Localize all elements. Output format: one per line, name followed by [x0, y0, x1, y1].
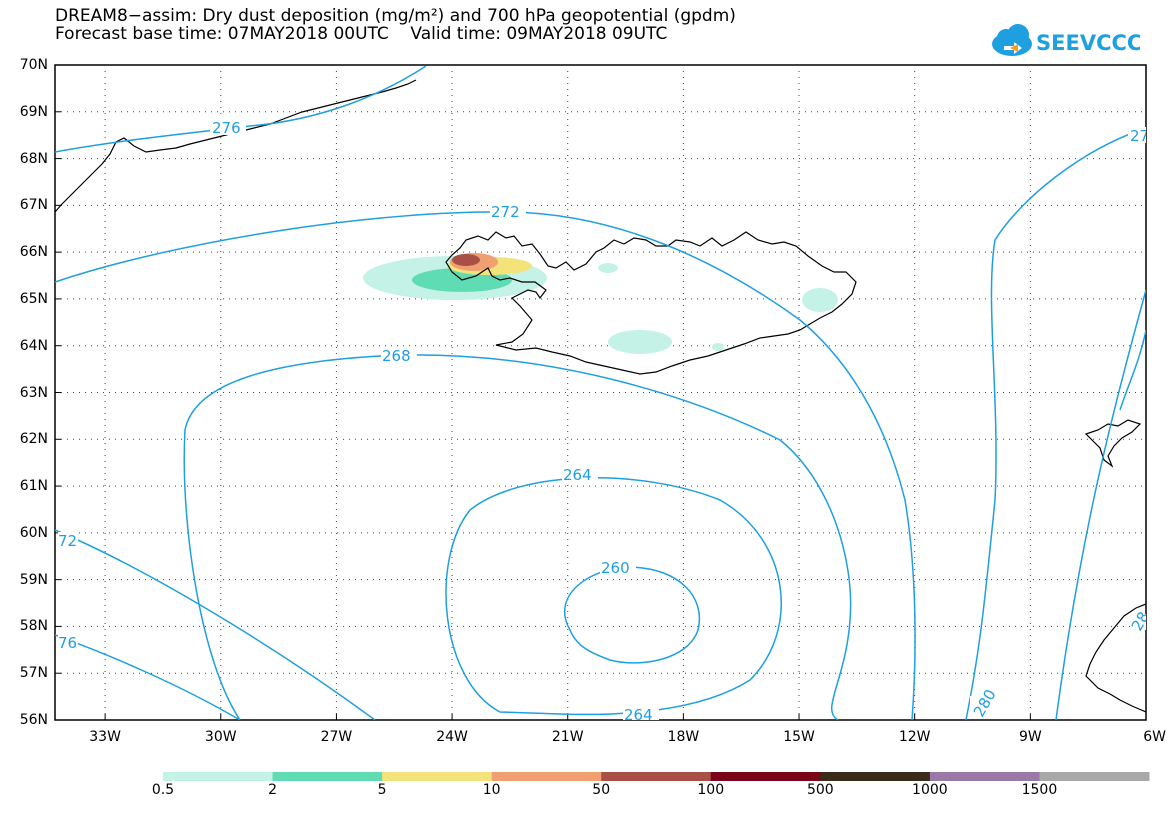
contour-272-southwest: [55, 529, 376, 720]
dust-area-brown: [452, 254, 480, 266]
map-title: DREAM8−assim: Dry dust deposition (mg/m²…: [55, 6, 736, 26]
lon-tick-label: 12W: [898, 729, 931, 745]
scotland-coastline: [1085, 603, 1146, 713]
logo-text: SEEVCCC: [1036, 31, 1140, 55]
contour-264: [445, 477, 782, 716]
geopotential-contours: [55, 65, 1146, 720]
lon-tick-label: 9W: [1018, 729, 1042, 745]
colorbar-label: 2: [268, 782, 277, 798]
lon-tick-label: 24W: [436, 729, 468, 745]
cloud-icon: [992, 24, 1032, 56]
lon-tick-label: 21W: [551, 729, 584, 745]
lat-tick-label: 65N: [19, 290, 48, 307]
lat-tick-label: 56N: [19, 712, 48, 728]
lat-tick-label: 61N: [19, 478, 48, 495]
lat-tick-label: 59N: [19, 571, 48, 588]
map-subtitle: Forecast base time: 07MAY2018 00UTC Vali…: [55, 24, 668, 44]
contour-label-264-top: 264: [563, 466, 592, 484]
contour-280-east: [1055, 289, 1146, 720]
lat-tick-label: 69N: [19, 103, 48, 120]
dust-area-light-5: [712, 343, 724, 351]
iceland-coastline: [445, 231, 857, 375]
dust-area-light-3: [802, 288, 838, 312]
contour-268: [183, 354, 852, 720]
colorbar-label: 0.5: [151, 782, 175, 798]
contour-label-260: 260: [601, 559, 630, 577]
contour-label-276-east: 27: [1130, 127, 1149, 145]
lat-tick-label: 57N: [19, 665, 48, 682]
dust-deposition-field: [363, 253, 838, 354]
lon-tick-label: 18W: [667, 729, 700, 745]
contour-280-corner: [1119, 329, 1146, 411]
lon-tick-label: 27W: [320, 729, 353, 745]
lat-tick-label: 70N: [19, 57, 48, 73]
colorbar-label: 100: [697, 782, 725, 798]
colorbar-label: 50: [592, 782, 611, 798]
lat-tick-label: 67N: [19, 197, 48, 214]
contour-260: [563, 566, 701, 664]
dust-area-light-2: [608, 330, 672, 354]
map-gridlines: [55, 64, 1147, 721]
colorbar-label: 10: [482, 782, 501, 798]
contour-label-272-north: 272: [491, 203, 520, 221]
colorbar-label: 5: [377, 782, 387, 798]
lat-tick-label: 58N: [19, 618, 48, 635]
lat-tick-label: 60N: [19, 524, 48, 541]
lon-tick-label: 33W: [89, 729, 121, 745]
colorbar-label: 1000: [912, 782, 948, 798]
lat-tick-label: 62N: [19, 431, 48, 448]
map-frame: [54, 64, 1147, 721]
lat-tick-label: 66N: [19, 244, 48, 261]
lon-tick-label: 15W: [783, 729, 815, 745]
contour-276-greenland: [55, 65, 427, 153]
contour-276-east: [965, 127, 1146, 720]
lat-tick-label: 63N: [19, 384, 48, 401]
contour-labels: 276 272 268 264 260 264 72 76 280 27 28: [58, 119, 1149, 724]
colorbar-label: 500: [806, 782, 834, 798]
contour-272-north: [55, 211, 916, 720]
contour-label-264-bottom: 264: [624, 706, 653, 724]
contour-label-276-greenland: 276: [212, 119, 241, 137]
lon-tick-label: 6W: [1143, 729, 1166, 745]
dust-area-light-4: [598, 263, 618, 273]
contour-label-268: 268: [382, 347, 411, 365]
seevccc-logo: SEEVCCC: [992, 24, 1140, 56]
colorbar-label: 1500: [1021, 782, 1058, 798]
contour-label-272-southwest: 72: [58, 532, 77, 550]
lat-tick-label: 68N: [19, 150, 48, 167]
contour-label-276-southwest: 76: [58, 634, 77, 652]
greenland-coastline: [55, 79, 417, 213]
lon-tick-label: 30W: [204, 729, 237, 745]
lat-tick-label: 64N: [19, 337, 48, 354]
